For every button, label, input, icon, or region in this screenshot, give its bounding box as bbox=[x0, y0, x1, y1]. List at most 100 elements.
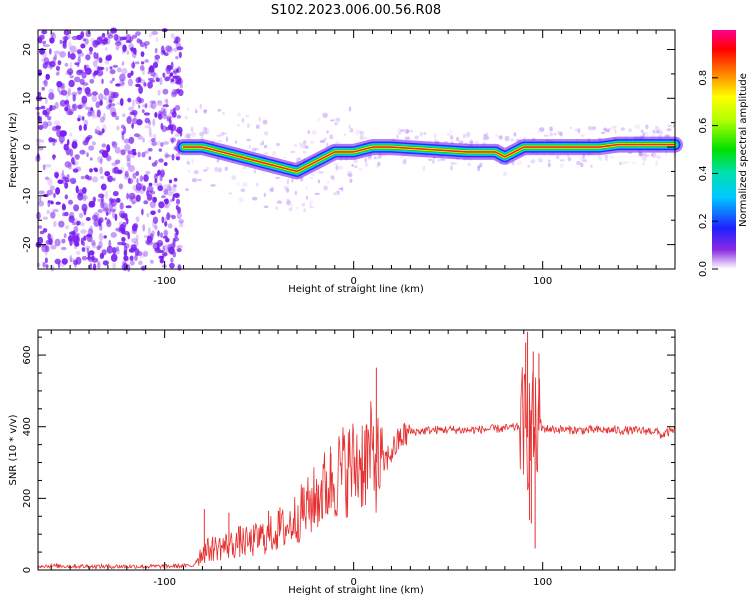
haze-speck bbox=[405, 128, 409, 134]
haze-speck bbox=[214, 166, 219, 172]
noise-speck bbox=[85, 67, 92, 75]
noise-speck bbox=[64, 161, 72, 168]
noise-speck bbox=[64, 106, 69, 112]
noise-speck bbox=[82, 103, 85, 107]
noise-speck bbox=[55, 65, 61, 71]
noise-speck bbox=[169, 199, 173, 203]
noise-speck bbox=[135, 31, 141, 36]
haze-speck bbox=[364, 157, 367, 163]
noise-speck bbox=[83, 124, 87, 131]
haze-speck bbox=[620, 161, 626, 166]
noise-speck bbox=[93, 51, 97, 60]
haze-speck bbox=[263, 192, 266, 198]
noise-speck bbox=[98, 240, 103, 249]
noise-speck bbox=[55, 187, 61, 195]
noise-speck bbox=[72, 168, 79, 173]
x-tick-label: -100 bbox=[153, 577, 176, 588]
haze-speck bbox=[422, 165, 426, 172]
noise-speck bbox=[175, 56, 179, 60]
noise-speck bbox=[70, 258, 76, 263]
noise-speck bbox=[46, 189, 54, 196]
noise-speck bbox=[154, 54, 161, 60]
noise-speck bbox=[160, 232, 163, 238]
noise-speck bbox=[54, 54, 57, 61]
noise-speck bbox=[160, 169, 165, 178]
noise-speck bbox=[67, 88, 71, 96]
colorbar-tick-label: 0.4 bbox=[698, 165, 709, 181]
noise-speck bbox=[106, 218, 110, 225]
noise-speck bbox=[53, 120, 61, 126]
noise-speck bbox=[162, 114, 168, 120]
haze-speck bbox=[495, 133, 498, 137]
haze-speck bbox=[450, 162, 456, 165]
haze-speck bbox=[396, 134, 399, 140]
noise-speck bbox=[53, 139, 58, 143]
noise-speck bbox=[101, 128, 105, 134]
haze-speck bbox=[329, 134, 334, 140]
haze-speck bbox=[268, 189, 273, 192]
haze-speck bbox=[347, 173, 353, 178]
noise-speck bbox=[45, 97, 48, 105]
haze-speck bbox=[449, 128, 453, 135]
noise-speck bbox=[54, 258, 61, 265]
haze-speck bbox=[628, 128, 632, 133]
haze-speck bbox=[210, 184, 216, 187]
noise-speck bbox=[126, 162, 131, 168]
noise-speck bbox=[157, 89, 161, 96]
haze-speck bbox=[310, 173, 315, 176]
noise-speck bbox=[107, 95, 112, 101]
noise-speck bbox=[82, 38, 87, 42]
noise-speck bbox=[59, 39, 63, 45]
noise-speck bbox=[151, 141, 157, 147]
noise-speck bbox=[62, 202, 65, 210]
noise-speck bbox=[150, 210, 156, 216]
noise-speck bbox=[108, 99, 113, 104]
noise-speck bbox=[148, 182, 153, 187]
haze-speck bbox=[654, 126, 659, 130]
noise-speck bbox=[172, 240, 176, 248]
noise-speck bbox=[130, 244, 137, 251]
noise-speck bbox=[175, 156, 180, 161]
noise-speck bbox=[61, 89, 68, 96]
haze-speck bbox=[642, 161, 646, 166]
noise-speck bbox=[169, 80, 176, 85]
noise-speck bbox=[131, 50, 137, 59]
noise-speck bbox=[128, 115, 132, 119]
noise-speck bbox=[172, 75, 179, 79]
noise-speck bbox=[177, 264, 182, 271]
noise-speck bbox=[65, 70, 72, 76]
noise-speck bbox=[103, 37, 108, 42]
haze-speck bbox=[529, 160, 534, 164]
haze-speck bbox=[191, 178, 198, 183]
noise-speck bbox=[122, 113, 126, 118]
haze-speck bbox=[262, 119, 268, 125]
noise-speck bbox=[49, 37, 55, 44]
noise-speck bbox=[151, 30, 159, 36]
haze-speck bbox=[237, 182, 240, 187]
haze-speck bbox=[456, 136, 460, 142]
noise-speck bbox=[103, 96, 108, 101]
haze-speck bbox=[659, 131, 664, 135]
haze-speck bbox=[252, 196, 258, 201]
haze-speck bbox=[288, 207, 293, 212]
haze-speck bbox=[419, 131, 423, 137]
noise-speck bbox=[135, 77, 141, 84]
noise-speck bbox=[123, 230, 130, 236]
noise-speck bbox=[143, 82, 147, 87]
noise-speck bbox=[82, 85, 85, 91]
noise-speck bbox=[127, 78, 133, 87]
noise-speck bbox=[171, 153, 175, 161]
colorbar-tick-label: 0.2 bbox=[698, 213, 709, 229]
noise-speck bbox=[138, 260, 143, 265]
noise-speck bbox=[158, 158, 164, 163]
noise-speck bbox=[141, 208, 144, 216]
haze-speck bbox=[569, 126, 573, 129]
noise-speck bbox=[164, 98, 168, 103]
haze-speck bbox=[330, 175, 335, 180]
noise-speck bbox=[127, 178, 134, 185]
noise-speck bbox=[77, 104, 83, 110]
haze-speck bbox=[377, 161, 381, 167]
haze-speck bbox=[228, 192, 232, 195]
noise-speck bbox=[45, 73, 50, 80]
noise-speck bbox=[85, 217, 91, 221]
